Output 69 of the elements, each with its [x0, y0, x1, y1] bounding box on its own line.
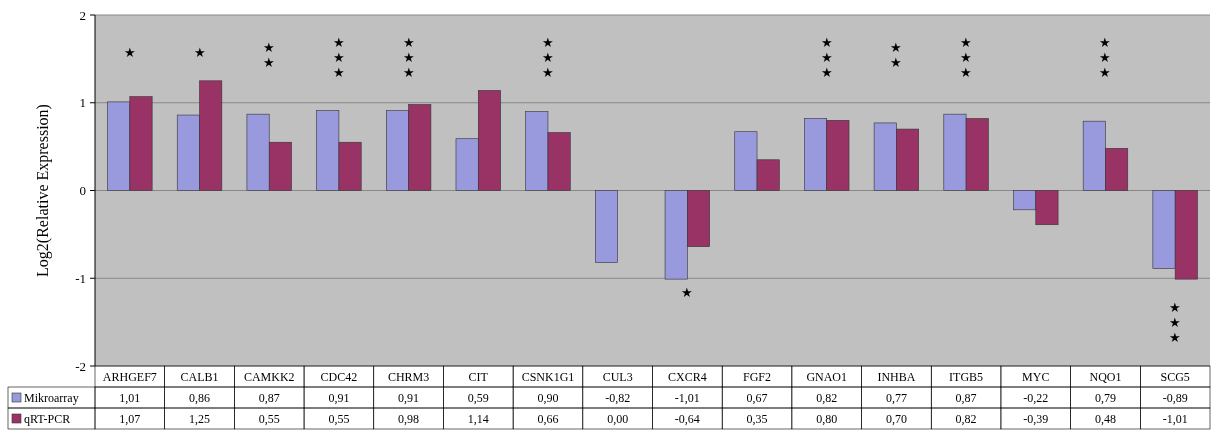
- y-tick-label: 0: [79, 183, 86, 199]
- data-label: 0,67: [746, 390, 768, 405]
- x-tick-label: CXCR4: [668, 369, 707, 384]
- data-label: 1,07: [119, 411, 141, 426]
- y-tick-label: 1: [79, 95, 86, 111]
- data-label: 0,82: [816, 390, 838, 405]
- data-label: 0,70: [885, 411, 907, 426]
- data-label: 0,79: [1094, 390, 1116, 405]
- data-label: 1,14: [467, 411, 489, 426]
- annotation: ★★★: [819, 35, 835, 80]
- x-tick-label: MYC: [1022, 369, 1050, 384]
- annotation: ★: [192, 45, 208, 60]
- data-label: 0,35: [746, 411, 768, 426]
- data-label: -1,01: [1162, 411, 1188, 426]
- x-tick-label: ITGB5: [949, 369, 984, 384]
- data-label: 1,01: [119, 390, 141, 405]
- x-tick-label: SCG5: [1160, 369, 1190, 384]
- annotation: ★★: [261, 40, 277, 70]
- x-tick-label: NQO1: [1089, 369, 1122, 384]
- x-tick-label: INHBA: [877, 369, 916, 384]
- data-label: 0,77: [885, 390, 907, 405]
- legend-label: Mikroarray: [24, 390, 79, 405]
- x-tick-label: ARHGEF7: [102, 369, 157, 384]
- data-label: -0,39: [1023, 411, 1049, 426]
- annotation: ★: [679, 285, 695, 300]
- data-label: -1,01: [674, 390, 700, 405]
- data-label: 0,86: [189, 390, 211, 405]
- y-tick-label: -1: [75, 270, 86, 286]
- data-label: -0,82: [605, 390, 631, 405]
- y-axis-title: Log2(Relative Expression): [34, 104, 52, 277]
- annotation: ★★: [888, 40, 904, 70]
- data-label: -0,22: [1023, 390, 1049, 405]
- data-label: 0,55: [258, 411, 280, 426]
- x-tick-label: CUL3: [602, 369, 633, 384]
- data-label: 0,80: [816, 411, 838, 426]
- data-label: 0,91: [328, 390, 350, 405]
- x-tick-label: CDC42: [320, 369, 358, 384]
- y-tick-label: 2: [79, 7, 86, 23]
- data-label: 0,55: [328, 411, 350, 426]
- annotation: ★★★: [540, 35, 556, 80]
- x-tick-label: CALB1: [180, 369, 219, 384]
- data-label: 1,25: [189, 411, 211, 426]
- legend-label: qRT-PCR: [24, 411, 71, 426]
- data-label: 0,00: [607, 411, 629, 426]
- data-label: -0,64: [674, 411, 700, 426]
- annotation: ★★★: [331, 35, 347, 80]
- annotation: ★★★: [1097, 35, 1113, 80]
- annotation: ★: [122, 45, 138, 60]
- data-label: 0,59: [467, 390, 489, 405]
- annotation: ★★★: [401, 35, 417, 80]
- data-label: 0,98: [398, 411, 420, 426]
- x-tick-label: CHRM3: [387, 369, 430, 384]
- data-label: 0,91: [398, 390, 420, 405]
- x-tick-label: CIT: [468, 369, 489, 384]
- annotation: ★★★: [958, 35, 974, 80]
- data-label: 0,87: [258, 390, 280, 405]
- data-label: 0,90: [537, 390, 559, 405]
- data-label: 0,66: [537, 411, 559, 426]
- x-tick-label: FGF2: [743, 369, 772, 384]
- x-tick-label: GNAO1: [806, 369, 848, 384]
- bar: [595, 190, 618, 263]
- annotation: ★★★: [1167, 300, 1183, 345]
- data-label: 0,48: [1094, 411, 1116, 426]
- y-tick-label: -2: [75, 358, 86, 374]
- data-label: 0,82: [955, 411, 977, 426]
- data-label: -0,89: [1162, 390, 1188, 405]
- x-tick-label: CSNK1G1: [521, 369, 575, 384]
- x-tick-label: CAMKK2: [243, 369, 295, 384]
- data-label: 0,87: [955, 390, 977, 405]
